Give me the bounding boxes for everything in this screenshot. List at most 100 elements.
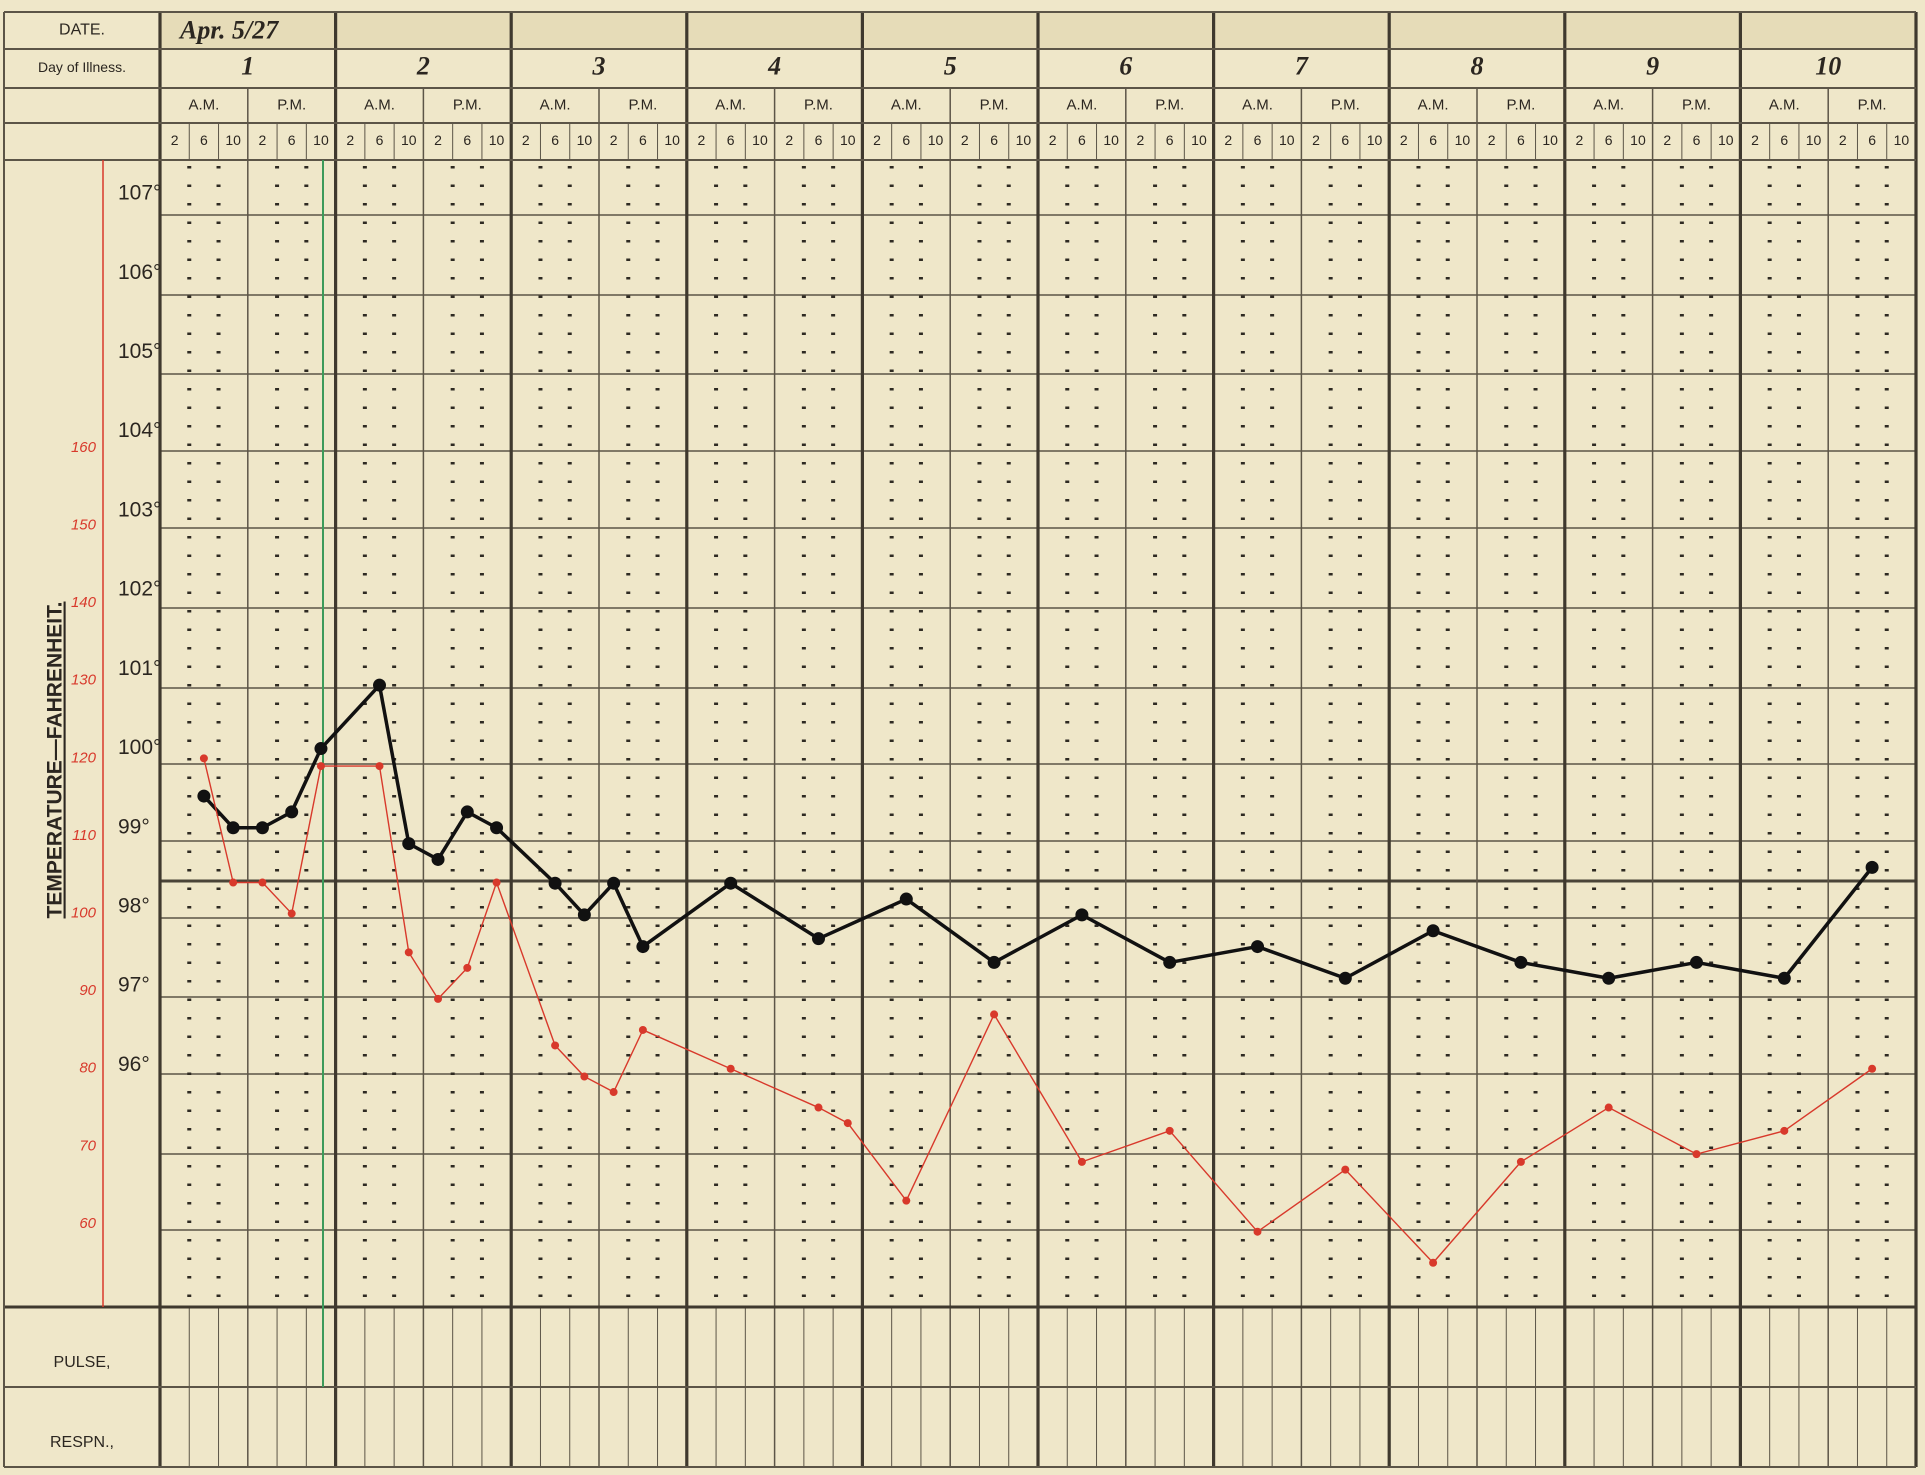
y-tick-label: 96° xyxy=(118,1053,150,1076)
hour-label: 2 xyxy=(698,132,706,148)
y-tick-label: 107° xyxy=(118,182,161,205)
half-label: A.M. xyxy=(891,96,922,113)
hour-label: 6 xyxy=(1605,132,1613,148)
date-label: DATE. xyxy=(59,22,105,39)
hour-label: 6 xyxy=(551,132,559,148)
series-segment xyxy=(1608,1106,1697,1155)
series-point xyxy=(1163,955,1177,969)
y2-tick-label: 90 xyxy=(79,982,96,999)
y-tick-label: 104° xyxy=(118,419,161,442)
hour-label: 2 xyxy=(961,132,969,148)
series-point xyxy=(990,1010,999,1019)
day-number: 5 xyxy=(944,51,957,80)
hour-label: 2 xyxy=(610,132,618,148)
day-number: 4 xyxy=(767,51,781,80)
hour-label: 6 xyxy=(902,132,910,148)
hour-label: 6 xyxy=(1693,132,1701,148)
hour-label: 6 xyxy=(1078,132,1086,148)
half-label: P.M. xyxy=(277,96,306,113)
series-segment xyxy=(1081,913,1171,964)
bottom-row-label: PULSE, xyxy=(54,1354,111,1371)
series-point xyxy=(1692,1150,1701,1159)
series-segment xyxy=(378,765,410,953)
series-point xyxy=(490,821,504,835)
y-tick-label: 97° xyxy=(118,974,150,997)
hour-label: 6 xyxy=(1868,132,1876,148)
series-segment xyxy=(1520,1106,1610,1163)
y-tick-label: 101° xyxy=(118,657,161,680)
y2-tick-label: 140 xyxy=(71,594,97,611)
bottom-row-label: RESPN., xyxy=(50,1434,114,1451)
y2-tick-label: 60 xyxy=(79,1215,96,1232)
hour-label: 10 xyxy=(1103,132,1119,148)
series-point xyxy=(1338,971,1352,985)
half-label: P.M. xyxy=(980,96,1009,113)
hour-label: 6 xyxy=(200,132,208,148)
half-label: A.M. xyxy=(364,96,395,113)
series-point xyxy=(987,955,1001,969)
series-segment xyxy=(1169,944,1258,965)
series-point xyxy=(638,1025,647,1034)
series-point xyxy=(229,878,238,887)
hour-label: 2 xyxy=(1576,132,1584,148)
hour-label: 10 xyxy=(1718,132,1734,148)
hour-label: 2 xyxy=(1400,132,1408,148)
series-segment xyxy=(1696,1130,1785,1155)
series-point xyxy=(1251,940,1264,954)
series-point xyxy=(404,948,413,957)
series-segment xyxy=(641,881,732,949)
series-point xyxy=(724,876,738,890)
series-segment xyxy=(993,913,1083,964)
half-label: P.M. xyxy=(1506,96,1535,113)
hour-label: 6 xyxy=(815,132,823,148)
series-point xyxy=(1253,1227,1262,1236)
series-segment xyxy=(905,1014,995,1201)
hour-label: 10 xyxy=(1367,132,1383,148)
series-point xyxy=(902,1196,911,1205)
series-segment xyxy=(261,882,293,915)
hour-label: 10 xyxy=(577,132,593,148)
series-point xyxy=(226,821,240,835)
series-segment xyxy=(495,882,556,1046)
series-point xyxy=(1690,955,1703,969)
hour-label: 10 xyxy=(225,132,241,148)
series-segment xyxy=(613,1029,644,1093)
hour-label: 6 xyxy=(1254,132,1262,148)
series-point xyxy=(287,909,296,918)
series-point xyxy=(258,878,267,887)
series-segment xyxy=(408,951,439,1000)
series-segment xyxy=(466,882,498,969)
hour-label: 10 xyxy=(1016,132,1032,148)
hour-label: 10 xyxy=(1542,132,1558,148)
series-point xyxy=(548,876,562,890)
hour-label: 6 xyxy=(1166,132,1174,148)
hour-label: 6 xyxy=(727,132,735,148)
series-point xyxy=(1780,1126,1789,1135)
day-number: 7 xyxy=(1295,51,1309,80)
hour-label: 2 xyxy=(259,132,267,148)
series-segment xyxy=(203,758,234,883)
y2-tick-label: 130 xyxy=(71,672,97,689)
hour-label: 2 xyxy=(434,132,442,148)
series-segment xyxy=(583,882,615,917)
hour-label: 2 xyxy=(522,132,530,148)
y-tick-label: 98° xyxy=(118,895,150,918)
hour-label: 2 xyxy=(1049,132,1057,148)
series-segment xyxy=(1782,866,1874,980)
series-segment xyxy=(905,897,996,964)
y-tick-label: 103° xyxy=(118,498,161,521)
hour-label: 2 xyxy=(785,132,793,148)
series-point xyxy=(314,742,328,756)
series-point xyxy=(199,754,208,763)
series-point xyxy=(814,1103,823,1112)
series-point xyxy=(373,678,386,692)
hour-label: 10 xyxy=(664,132,680,148)
series-point xyxy=(1341,1165,1350,1174)
hour-label: 10 xyxy=(489,132,505,148)
y2-tick-label: 70 xyxy=(79,1137,96,1154)
series-point xyxy=(607,876,621,890)
series-segment xyxy=(1696,960,1785,980)
series-segment xyxy=(290,747,323,813)
series-segment xyxy=(1344,929,1434,980)
